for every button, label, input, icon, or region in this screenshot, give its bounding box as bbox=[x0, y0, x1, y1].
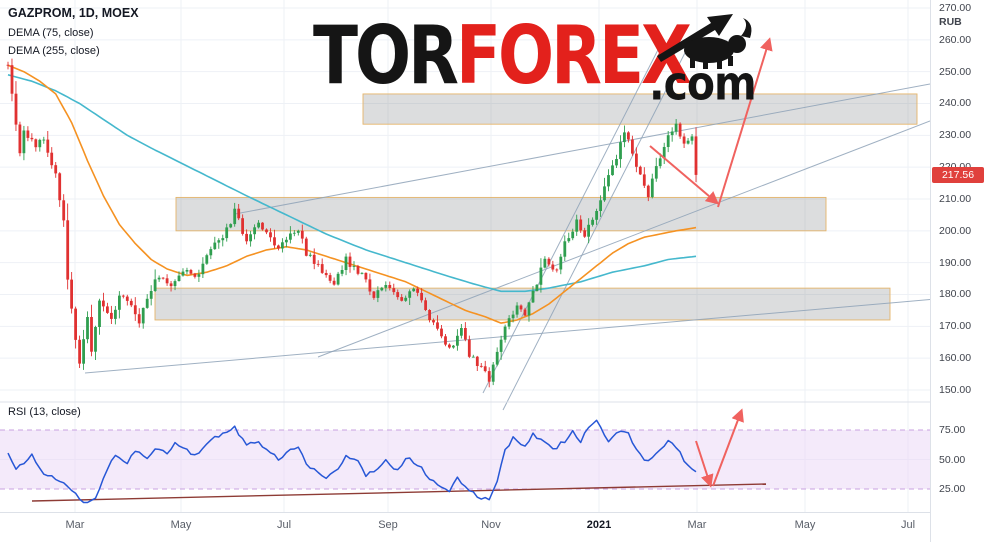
price-tick-label: 230.00 bbox=[939, 129, 972, 142]
price-tick-label: 150.00 bbox=[939, 383, 972, 396]
price-tick-label: 200.00 bbox=[939, 224, 972, 237]
dema75-line[interactable] bbox=[7, 64, 697, 324]
price-axis-unit: RUB bbox=[939, 16, 962, 28]
price-rally-arrow[interactable] bbox=[717, 37, 773, 208]
rsi-band bbox=[0, 430, 930, 489]
time-axis-label: Jul bbox=[276, 519, 292, 531]
rsi-support-trendline[interactable] bbox=[31, 483, 767, 502]
price-tick-label: 180.00 bbox=[939, 288, 972, 301]
time-axis[interactable]: Mar May Jul Sep Nov 2021 Mar May Jul bbox=[0, 512, 930, 542]
channel-line-2[interactable] bbox=[502, 42, 691, 411]
price-tick-label: 210.00 bbox=[939, 192, 972, 205]
indicator-label-dema255[interactable]: DEMA (255, close) bbox=[8, 45, 100, 57]
longterm-trendline[interactable] bbox=[84, 295, 930, 374]
channel-line-1[interactable] bbox=[482, 39, 664, 394]
price-tick-label: 270.00 bbox=[939, 2, 972, 14]
rsi-line[interactable] bbox=[7, 419, 697, 504]
time-axis-label: May bbox=[170, 519, 192, 531]
rsi-indicator-label[interactable]: RSI (13, close) bbox=[8, 406, 81, 418]
price-tick-label: 170.00 bbox=[939, 320, 972, 333]
price-pullback-arrow[interactable] bbox=[649, 145, 719, 205]
rsi-tick-label: 50.00 bbox=[939, 453, 966, 466]
upper-resistance-zone[interactable] bbox=[362, 93, 918, 125]
chart-legend: GAZPROM, 1D, MOEX DEMA (75, close) DEMA … bbox=[8, 6, 139, 63]
middle-zone[interactable] bbox=[175, 196, 827, 232]
candlestick-series[interactable] bbox=[6, 58, 698, 388]
price-tick-label: 260.00 bbox=[939, 33, 972, 46]
symbol-title[interactable]: GAZPROM, 1D, MOEX bbox=[8, 6, 139, 20]
rsi-tick-label: 75.00 bbox=[939, 424, 966, 436]
time-axis-label: Jul bbox=[900, 519, 916, 531]
rsi-rally-arrow[interactable] bbox=[712, 408, 744, 487]
price-tick-label: 160.00 bbox=[939, 352, 972, 365]
time-axis-label: Sep bbox=[378, 519, 398, 531]
time-axis-label: 2021 bbox=[586, 519, 612, 531]
time-axis-label: Mar bbox=[65, 519, 85, 531]
price-tick-label: 240.00 bbox=[939, 97, 972, 110]
resistance-trendline[interactable] bbox=[234, 83, 930, 215]
indicator-label-dema75[interactable]: DEMA (75, close) bbox=[8, 27, 94, 39]
chart-canvas[interactable] bbox=[0, 0, 930, 512]
time-axis-label: Mar bbox=[687, 519, 707, 531]
current-price-badge[interactable]: 217.56 bbox=[932, 166, 984, 183]
support-trendline[interactable] bbox=[317, 120, 930, 358]
rsi-pullback-arrow[interactable] bbox=[695, 440, 714, 488]
dema255-line[interactable] bbox=[7, 74, 697, 293]
rsi-tick-label: 25.00 bbox=[939, 483, 966, 495]
price-axis[interactable]: 270.00260.00250.00240.00230.00220.00210.… bbox=[930, 0, 984, 542]
time-axis-label: Nov bbox=[481, 519, 501, 531]
price-tick-label: 190.00 bbox=[939, 256, 972, 269]
price-tick-label: 250.00 bbox=[939, 65, 972, 78]
time-axis-label: May bbox=[794, 519, 816, 531]
